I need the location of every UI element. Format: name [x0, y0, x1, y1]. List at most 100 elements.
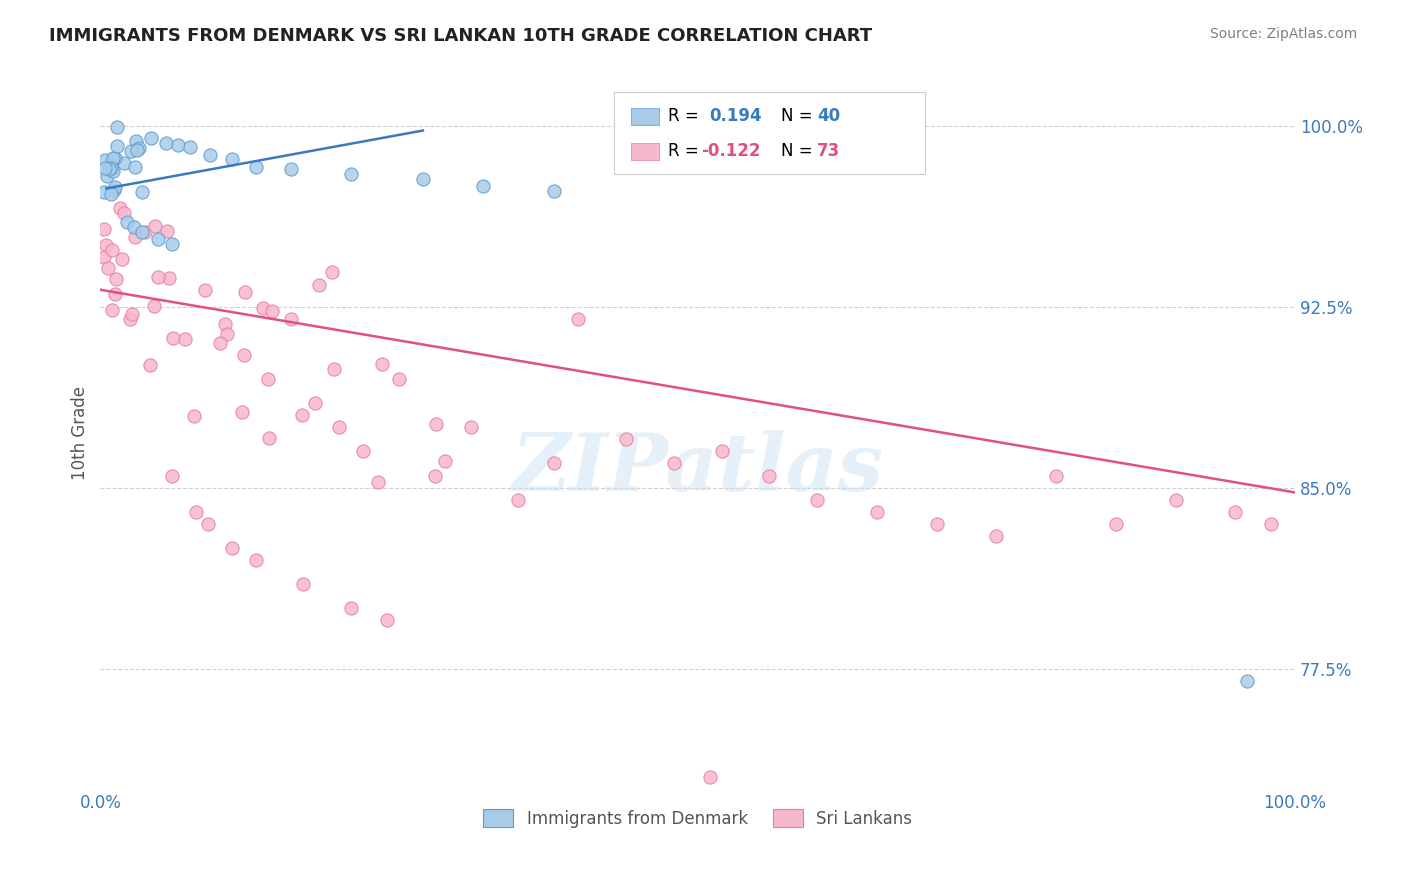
- Point: [160, 468, 183, 483]
- Point: [125, 143, 148, 157]
- Point: [1164, 492, 1187, 507]
- Point: [252, 301, 274, 316]
- Point: [232, 348, 254, 362]
- Point: [105, 120, 128, 135]
- Point: [100, 161, 122, 175]
- Point: [94, 153, 117, 167]
- Point: [103, 183, 125, 197]
- Point: [245, 553, 267, 567]
- Point: [291, 408, 314, 422]
- Point: [110, 201, 132, 215]
- FancyBboxPatch shape: [631, 108, 659, 125]
- Point: [179, 140, 201, 154]
- Point: [256, 372, 278, 386]
- Point: [120, 145, 142, 159]
- Point: [146, 232, 169, 246]
- Point: [460, 420, 482, 434]
- Text: -0.122: -0.122: [702, 143, 761, 161]
- Text: 73: 73: [817, 143, 841, 161]
- Point: [433, 454, 456, 468]
- Point: [340, 167, 363, 181]
- Point: [340, 601, 363, 615]
- Point: [208, 335, 231, 350]
- Point: [352, 444, 374, 458]
- Point: [308, 277, 330, 292]
- Text: 0.194: 0.194: [710, 107, 762, 125]
- Point: [321, 265, 343, 279]
- Point: [184, 505, 207, 519]
- Text: 40: 40: [817, 107, 841, 125]
- Point: [107, 139, 129, 153]
- Point: [121, 307, 143, 321]
- Text: ZIPatlas: ZIPatlas: [512, 430, 884, 508]
- Text: R =: R =: [668, 107, 709, 125]
- Legend: Immigrants from Denmark, Sri Lankans: Immigrants from Denmark, Sri Lankans: [477, 803, 918, 834]
- Point: [104, 151, 127, 165]
- Text: Source: ZipAtlas.com: Source: ZipAtlas.com: [1209, 27, 1357, 41]
- Point: [160, 236, 183, 251]
- Point: [157, 271, 180, 285]
- Point: [174, 333, 197, 347]
- Point: [257, 431, 280, 445]
- Point: [105, 272, 128, 286]
- Point: [221, 541, 243, 555]
- Point: [104, 287, 127, 301]
- Point: [197, 516, 219, 531]
- Point: [93, 185, 115, 199]
- Point: [925, 516, 948, 531]
- Point: [97, 260, 120, 275]
- Point: [115, 215, 138, 229]
- Point: [118, 311, 141, 326]
- Point: [412, 171, 434, 186]
- Point: [388, 372, 411, 386]
- Point: [101, 151, 124, 165]
- Point: [280, 162, 302, 177]
- Point: [567, 311, 589, 326]
- Point: [96, 169, 118, 183]
- Point: [710, 444, 733, 458]
- Point: [423, 468, 446, 483]
- Point: [128, 141, 150, 155]
- Point: [139, 358, 162, 372]
- Text: R =: R =: [668, 143, 704, 161]
- Point: [155, 136, 177, 150]
- Point: [1045, 468, 1067, 483]
- Point: [101, 303, 124, 318]
- Point: [139, 130, 162, 145]
- Point: [986, 529, 1008, 543]
- Point: [1236, 673, 1258, 688]
- Point: [370, 357, 392, 371]
- FancyBboxPatch shape: [631, 143, 659, 160]
- Point: [217, 326, 239, 341]
- Point: [101, 164, 124, 178]
- Point: [122, 220, 145, 235]
- Point: [143, 219, 166, 234]
- Point: [110, 252, 132, 266]
- Text: IMMIGRANTS FROM DENMARK VS SRI LANKAN 10TH GRADE CORRELATION CHART: IMMIGRANTS FROM DENMARK VS SRI LANKAN 10…: [49, 27, 872, 45]
- Point: [260, 303, 283, 318]
- Point: [471, 179, 494, 194]
- Point: [143, 299, 166, 313]
- Point: [96, 238, 118, 252]
- Point: [112, 205, 135, 219]
- Point: [104, 180, 127, 194]
- Point: [292, 577, 315, 591]
- Point: [124, 160, 146, 174]
- Point: [93, 161, 115, 175]
- Point: [375, 613, 398, 627]
- Point: [328, 420, 350, 434]
- Point: [367, 475, 389, 489]
- Point: [231, 405, 253, 419]
- Point: [806, 492, 828, 507]
- Point: [98, 155, 121, 169]
- Point: [508, 492, 530, 507]
- Point: [866, 505, 889, 519]
- Point: [125, 134, 148, 148]
- Text: N =: N =: [782, 107, 818, 125]
- Point: [758, 468, 780, 483]
- Point: [183, 409, 205, 423]
- Point: [543, 184, 565, 198]
- Point: [93, 250, 115, 264]
- Point: [323, 362, 346, 376]
- Point: [131, 225, 153, 239]
